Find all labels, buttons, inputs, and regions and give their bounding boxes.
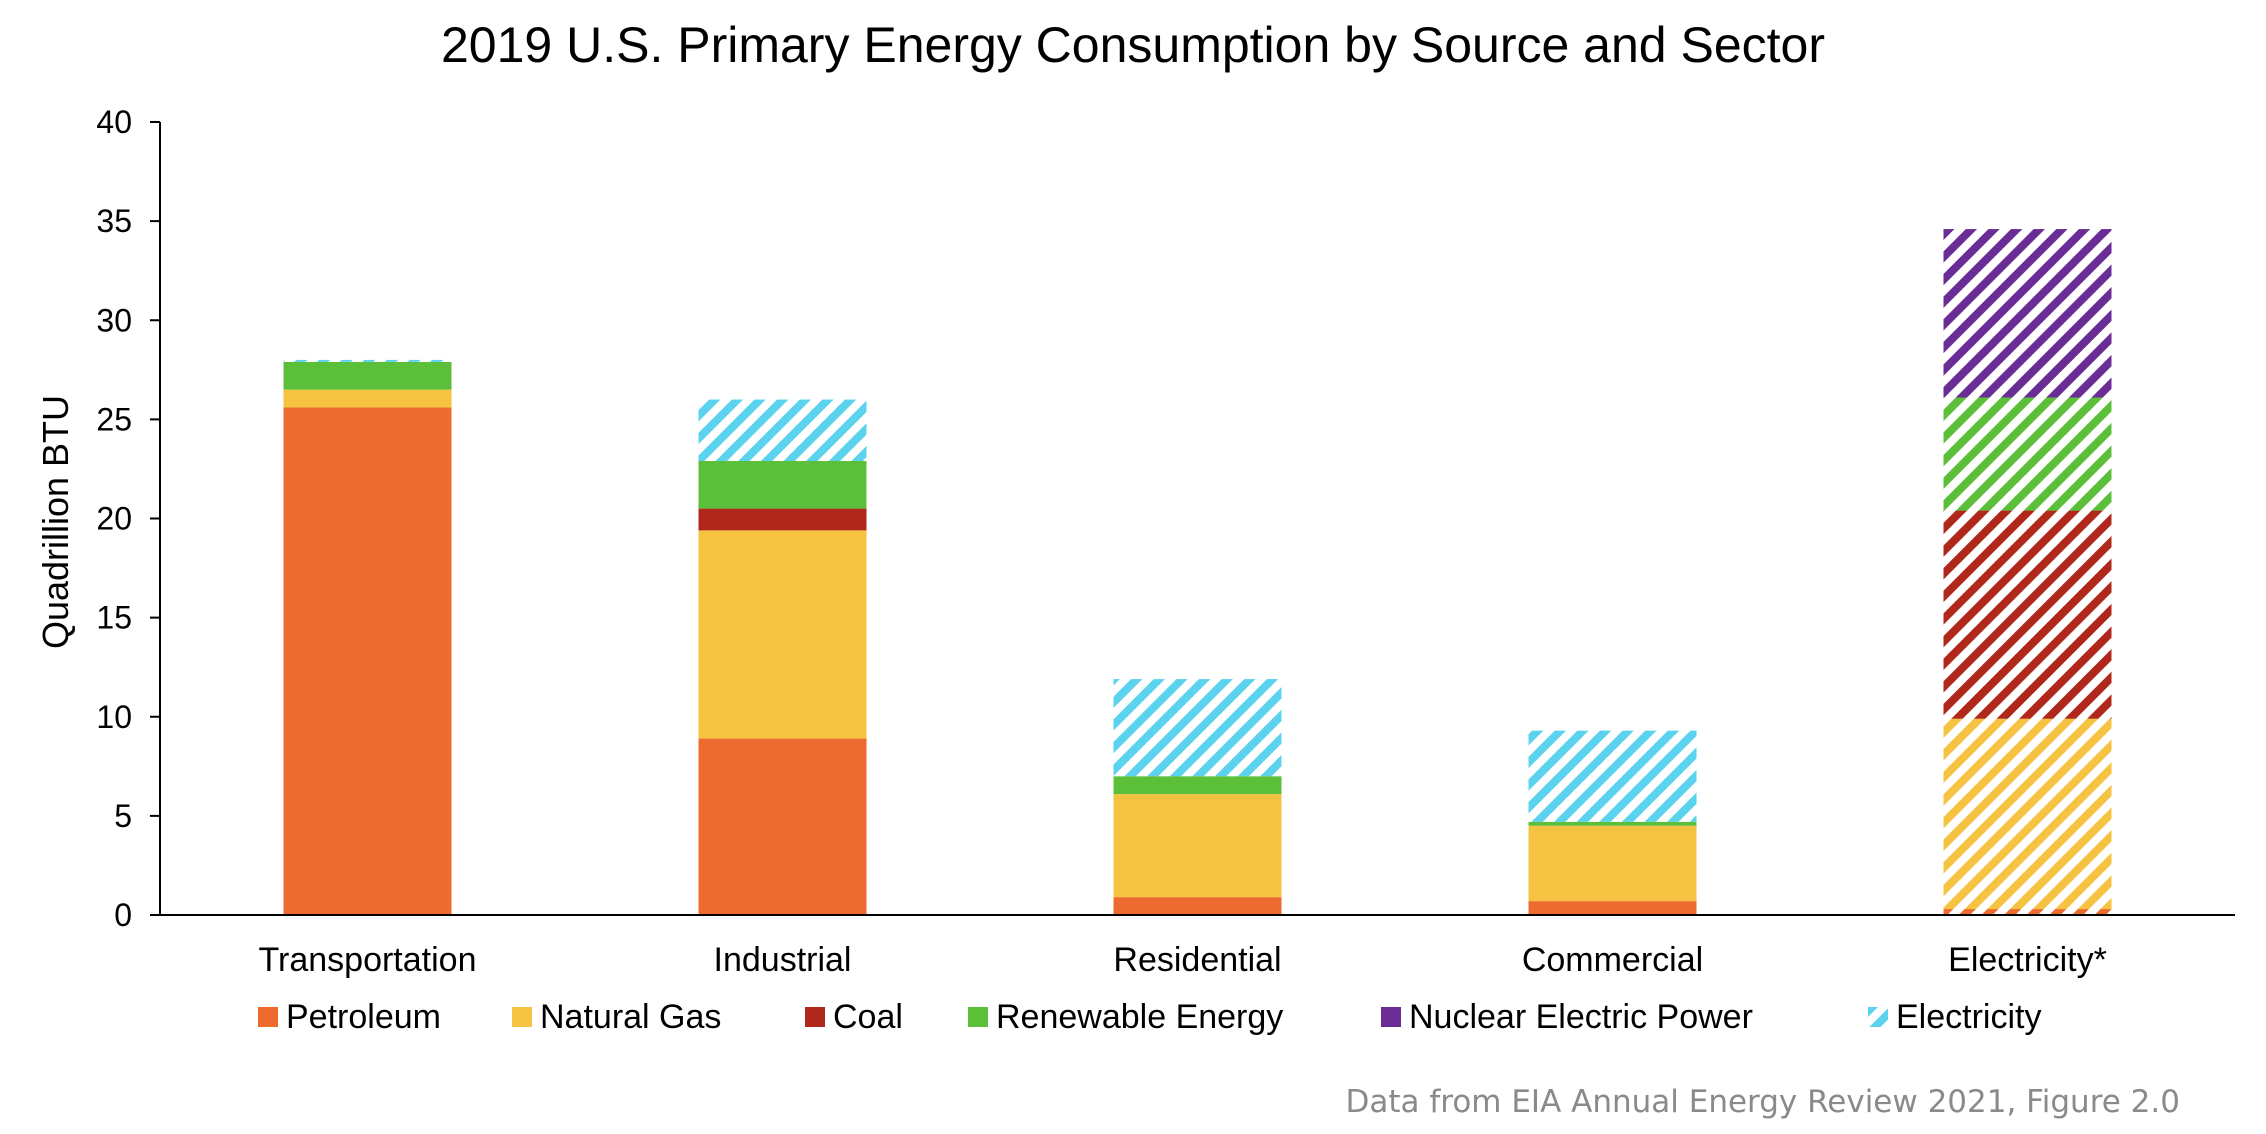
bar-segment-residential-natural-gas (1113, 794, 1282, 898)
legend-swatch-nuclear-electric-power (1381, 1007, 1401, 1027)
y-axis-ticks: 0 5 10 15 20 25 30 35 40 (96, 104, 160, 933)
y-tick-label: 5 (114, 798, 132, 834)
x-category-label-commercial: Commercial (1522, 941, 1703, 979)
y-tick-label: 20 (96, 501, 132, 537)
y-tick-label: 40 (96, 104, 132, 140)
bar-segment-industrial-coal (698, 508, 867, 531)
y-tick-label: 0 (114, 897, 132, 933)
bar-segment-commercial-renewable-energy (1528, 821, 1697, 826)
legend-swatch-coal (805, 1007, 825, 1027)
y-tick-label: 35 (96, 203, 132, 239)
x-category-label-industrial: Industrial (714, 941, 852, 979)
legend-swatch-electricity (1868, 1007, 1888, 1027)
bar-segment-transportation-natural-gas (283, 389, 452, 408)
x-category-label-residential: Residential (1113, 941, 1281, 979)
bar-segment-residential-electricity (1113, 679, 1282, 777)
bar-segment-commercial-electricity (1528, 730, 1697, 822)
legend-swatch-natural-gas (512, 1007, 532, 1027)
bar-segment-residential-petroleum (1113, 897, 1282, 915)
legend: Petroleum Natural Gas Coal Renewable Energy… (258, 998, 2041, 1036)
legend-label-natural-gas: Natural Gas (540, 998, 721, 1036)
bar-segment-electricity-nuclear-electric-power (1943, 229, 2112, 398)
chart-title: 2019 U.S. Primary Energy Consumption by … (441, 17, 1825, 73)
bar-segment-electricity-coal (1943, 510, 2112, 719)
bar-segment-industrial-renewable-energy (698, 461, 867, 509)
bar-segment-industrial-natural-gas (698, 530, 867, 739)
bar-segment-commercial-petroleum (1528, 901, 1697, 915)
legend-swatch-renewable-energy (968, 1007, 988, 1027)
legend-label-petroleum: Petroleum (286, 998, 441, 1036)
x-axis-categories: Transportation Industrial Residential Comme… (259, 941, 2107, 979)
bar-segment-industrial-electricity (698, 399, 867, 462)
legend-swatch-petroleum (258, 1007, 278, 1027)
legend-label-nuclear-electric-power: Nuclear Electric Power (1409, 998, 1753, 1036)
source-note: Data from EIA Annual Energy Review 2021,… (1345, 1084, 2180, 1120)
bar-segment-residential-renewable-energy (1113, 776, 1282, 795)
y-tick-label: 15 (96, 600, 132, 636)
bar-segment-electricity-natural-gas (1943, 718, 2112, 910)
y-tick-label: 10 (96, 699, 132, 735)
bar-segment-electricity-renewable-energy (1943, 397, 2112, 511)
bar-segment-transportation-petroleum (283, 407, 452, 915)
y-axis-label: Quadrillion BTU (35, 395, 76, 649)
bar-segment-industrial-petroleum (698, 738, 867, 915)
legend-label-coal: Coal (833, 998, 903, 1036)
y-tick-label: 25 (96, 401, 132, 437)
bar-segment-commercial-natural-gas (1528, 825, 1697, 902)
bars (283, 229, 2112, 915)
legend-label-renewable-energy: Renewable Energy (996, 998, 1283, 1036)
bar-segment-transportation-renewable-energy (283, 361, 452, 390)
bar-segment-electricity-petroleum (1943, 909, 2112, 915)
legend-label-electricity: Electricity (1896, 998, 2041, 1036)
x-category-label-electricity: Electricity* (1948, 941, 2107, 979)
y-tick-label: 30 (96, 302, 132, 338)
x-category-label-transportation: Transportation (259, 941, 477, 979)
bar-segment-transportation-electricity (283, 359, 452, 362)
